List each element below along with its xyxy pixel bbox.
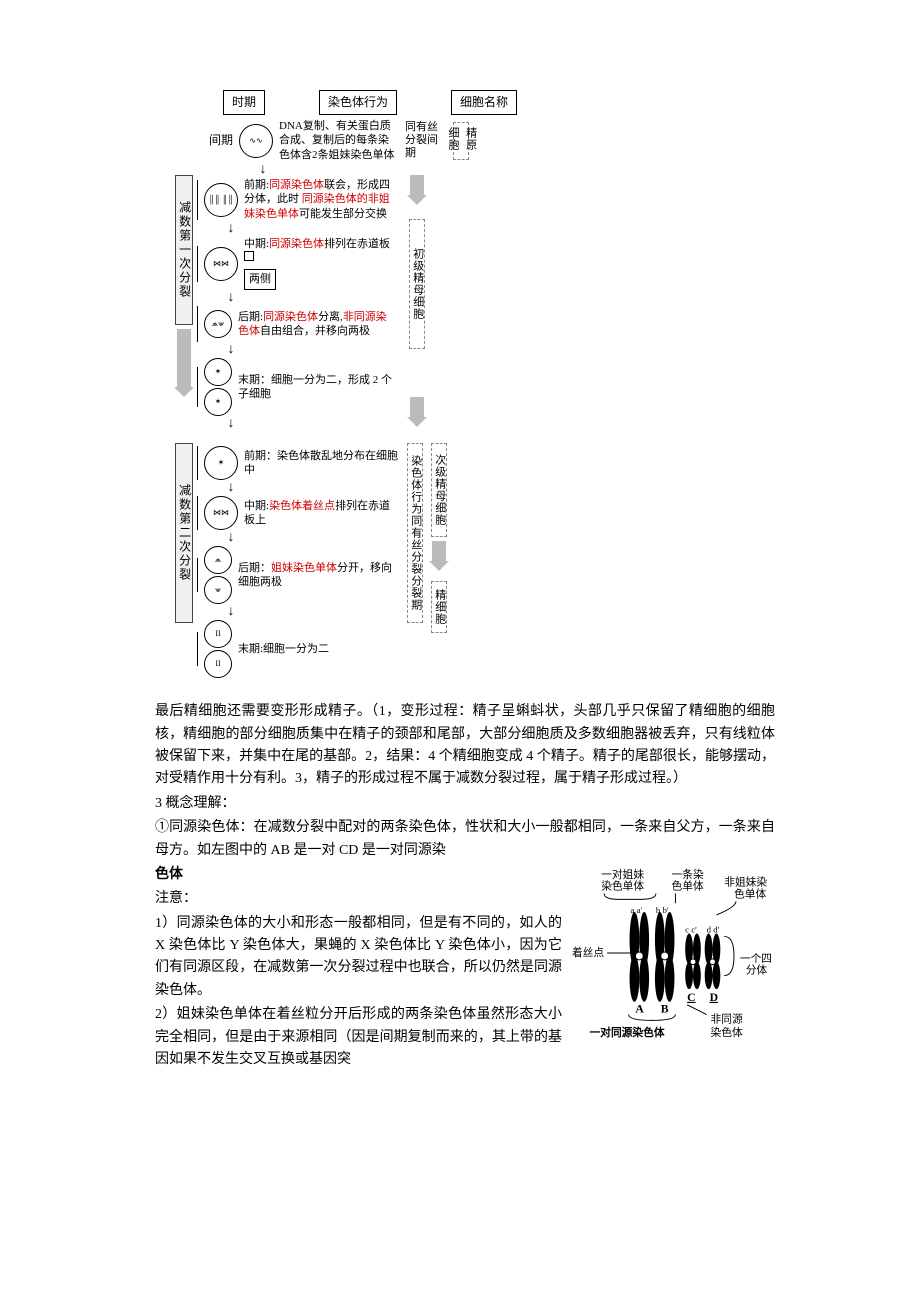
anaphase1-desc: 后期:同源染色体分离,非同源染色体自由组合，并移向两极 [238,310,393,339]
svg-text:a a': a a' [631,905,643,915]
chromosome-C [685,933,701,989]
gray-arrow-icon [177,329,191,389]
arrow-icon: ↓ [221,605,241,619]
metaphase1-row: ⋈⋈ 中期:同源染色体排列在赤道板 两侧 [197,237,399,290]
meiosis2-side-label: 染色体行为同有丝分裂分裂期 [407,443,423,623]
interphase-desc: DNA复制、有关蛋白质合成、复制后的每条染色体含2条姐妹染色单体 [279,119,399,162]
prophase2-desc: 前期：染色体散乱地分布在细胞中 [244,449,399,478]
lbl-one-chromatid: 一条染 [672,868,704,881]
lbl-tetrad: 一个四 [740,953,772,965]
cell-name-spermatid: 精细胞 [431,581,447,633]
svg-text:d d': d d' [707,924,720,934]
chromosome-A [630,912,650,1002]
anaphase1-cell-icon: ⩕⩖ [204,310,232,338]
interphase-right: 同有丝分裂间期 [405,121,447,161]
svg-text:D: D [710,991,718,1004]
svg-text:色单体: 色单体 [734,887,766,900]
interphase-row: 间期 ∿∿ DNA复制、有关蛋白质合成、复制后的每条染色体含2条姐妹染色单体 同… [209,119,517,162]
prophase1-desc: 前期:同源染色体联会，形成四分体，此时 同源染色体的非姐妹染色单体可能发生部分交… [244,178,399,221]
anaphase1-row: ⩕⩖ 后期:同源染色体分离,非同源染色体自由组合，并移向两极 [197,306,399,342]
meiosis1-block: 减数第一次分裂 ║║ ║║ 前期:同源染色体联会，形成四分体，此时 同源染色体的… [175,175,517,429]
arrow-icon: ↓ [221,481,241,495]
anaphase2-row: ⩕ ⩖ 后期：姐妹染色单体分开，移向细胞两极 [197,546,399,604]
arrow-icon: ↓ [221,291,241,305]
telophase1-desc: 末期：细胞一分为二，形成 2 个子细胞 [238,373,393,402]
lbl-homologous: 一对同源染色体 [590,1026,665,1039]
lbl-nonsister: 非姐妹染 [724,876,767,889]
cell-name-primary: 初级精母细胞 [409,219,425,349]
meiosis2-label: 减数第二次分裂 [175,443,193,623]
interphase-label: 间期 [209,131,233,150]
prophase1-row: ║║ ║║ 前期:同源染色体联会，形成四分体，此时 同源染色体的非姐妹染色单体可… [197,178,399,221]
metaphase1-cell-icon: ⋈⋈ [204,247,238,281]
telophase2-row: II II 末期:细胞一分为二 [197,620,399,678]
telophase1-row: ✶ ✶ 末期：细胞一分为二，形成 2 个子细胞 [197,358,399,416]
anaphase2-desc: 后期：姐妹染色单体分开，移向细胞两极 [238,561,393,590]
telophase1-cell-icon-a: ✶ [204,358,232,386]
meiosis-diagram: 时期 染色体行为 细胞名称 间期 ∿∿ DNA复制、有关蛋白质合成、复制后的每条… [175,90,775,681]
chromosome-diagram: 一对姐妹 染色单体 一条染 色单体 非姐妹染 色单体 着丝点 [570,866,775,1050]
meiosis2-block: 减数第二次分裂 ✶ 前期：染色体散乱地分布在细胞中 ↓ ⋈⋈ 中期:染色体着丝点… [175,443,517,681]
svg-text:分体: 分体 [746,964,768,976]
arrow-icon: ↓ [221,343,241,357]
hdr-behavior: 染色体行为 [319,90,397,115]
arrow-icon: ↓ [221,531,241,545]
prophase1-cell-icon: ║║ ║║ [204,183,238,217]
arrow-icon: ↓ [221,417,241,431]
telophase2-desc: 末期:细胞一分为二 [238,642,329,656]
arrow-icon: ↓ [221,222,241,236]
meiosis1-label: 减数第一次分裂 [175,175,193,325]
metaphase2-desc: 中期:染色体着丝点排列在赤道板上 [244,499,399,528]
gray-arrow-icon [432,541,446,563]
svg-text:染色体: 染色体 [711,1026,743,1039]
anaphase2-cell-icon-b: ⩖ [204,576,232,604]
lbl-nonhomologous: 非同源 [711,1012,743,1025]
diagram-header: 时期 染色体行为 细胞名称 [223,90,517,115]
svg-text:c c': c c' [685,924,697,934]
chromosome-D [705,933,721,989]
anaphase2-cell-icon-a: ⩕ [204,546,232,574]
body-text: 最后精细胞还需要变形形成精子。（1，变形过程：精子呈蝌蚪状，头部几乎只保留了精细… [155,701,775,1071]
lbl-sister-pair: 一对姐妹 [601,868,644,881]
lbl-centromere: 着丝点 [572,946,604,959]
svg-text:染色单体: 染色单体 [601,879,644,892]
svg-text:A: A [635,1002,644,1015]
svg-text:B: B [661,1002,669,1015]
svg-text:色单体: 色单体 [672,879,704,892]
gray-arrow-icon [410,397,424,419]
paragraph-sperm-formation: 最后精细胞还需要变形形成精子。（1，变形过程：精子呈蝌蚪状，头部几乎只保留了精细… [155,701,775,791]
hdr-cellname: 细胞名称 [451,90,517,115]
telophase2-cell-icon-a: II [204,620,232,648]
telophase2-cell-icon-b: II [204,650,232,678]
svg-text:C: C [687,991,695,1004]
hdr-period: 时期 [223,90,265,115]
metaphase2-cell-icon: ⋈⋈ [204,496,238,530]
cell-name-spermatogonium: 精原细胞 [453,122,469,160]
chromosome-B [655,912,675,1002]
metaphase2-row: ⋈⋈ 中期:染色体着丝点排列在赤道板上 [197,496,399,530]
metaphase1-box: 两侧 [244,269,276,291]
prophase2-row: ✶ 前期：染色体散乱地分布在细胞中 [197,446,399,480]
interphase-cell-icon: ∿∿ [239,124,273,158]
metaphase1-desc: 中期:同源染色体排列在赤道板 [244,237,399,266]
cell-name-secondary: 次级精母细胞 [431,443,447,537]
heading-concepts: 3 概念理解： [155,793,775,815]
svg-text:b b': b b' [656,905,669,915]
gray-arrow-icon [410,175,424,197]
prophase2-cell-icon: ✶ [204,446,238,480]
paragraph-homologous-a: ①同源染色体：在减数分裂中配对的两条染色体，性状和大小一般都相同，一条来自父方，… [155,817,775,862]
telophase1-cell-icon-b: ✶ [204,388,232,416]
